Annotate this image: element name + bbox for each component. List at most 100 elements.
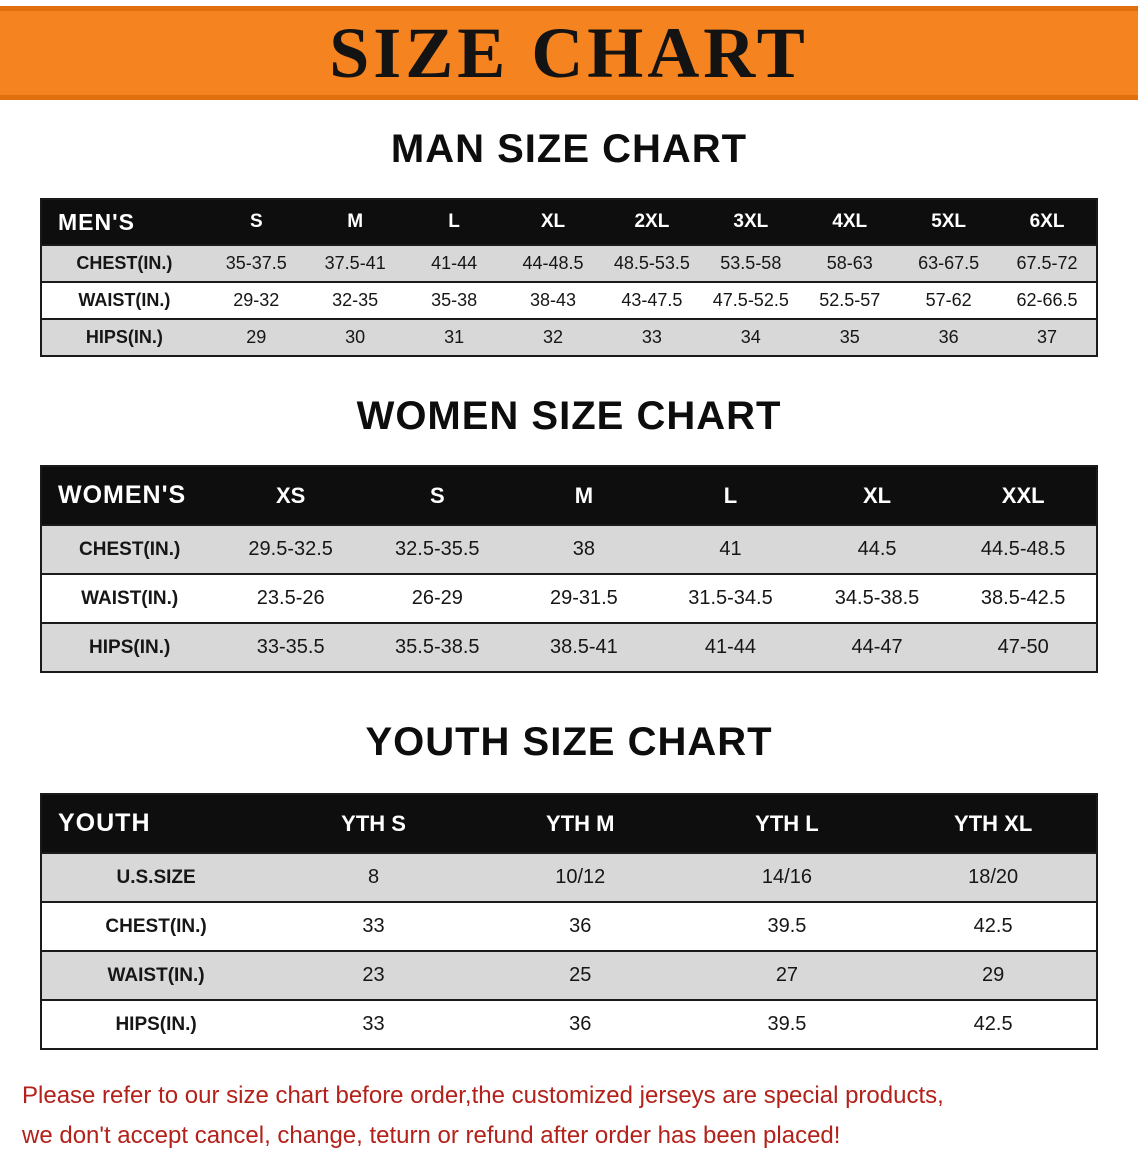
size-value-cell: 33 bbox=[362, 915, 385, 937]
size-value-cell: 36 bbox=[569, 915, 592, 937]
size-column-header: 6XL bbox=[998, 199, 1097, 245]
size-value-cell: 43-47.5 bbox=[621, 290, 683, 310]
man-size-chart-heading: MAN SIZE CHART bbox=[390, 127, 748, 171]
women-size-table-container: WOMEN'S XS S M L XL XXL CHEST(IN.) 29.5-32.5 32.5… bbox=[40, 465, 1098, 673]
size-table: MEN'S S M L XL 2XL 3XL 4XL 5XL 6XL CHEST(IN.) 35-37… bbox=[40, 198, 1098, 357]
size-value-cell: 30 bbox=[345, 327, 366, 347]
size-value-cell: 36 bbox=[938, 327, 959, 347]
size-value-cell: 25 bbox=[569, 964, 592, 986]
size-value-cell: 52.5-57 bbox=[819, 290, 881, 310]
size-value-cell: 18/20 bbox=[968, 866, 1019, 888]
size-value-cell: 57-62 bbox=[925, 290, 972, 310]
size-value-cell: 33 bbox=[362, 1013, 385, 1035]
size-column-header: M bbox=[510, 466, 658, 525]
size-chart-banner: SIZE CHART bbox=[0, 6, 1138, 100]
row-label: CHEST(IN.) bbox=[105, 915, 207, 937]
order-policy-note: Please refer to our size chart before or… bbox=[0, 1076, 1138, 1156]
size-column-header: YTH S bbox=[270, 794, 477, 853]
size-value-cell: 29 bbox=[246, 327, 267, 347]
size-table: WOMEN'S XS S M L XL XXL CHEST(IN.) 29.5-32.5 32.5… bbox=[40, 465, 1098, 673]
table-row: HIPS(IN.) 33-35.5 35.5-38.5 38.5-41 41-44 44-… bbox=[41, 623, 1097, 672]
size-value-cell: 38.5-41 bbox=[549, 636, 618, 658]
size-value-cell: 58-63 bbox=[826, 253, 873, 273]
size-value-cell: 62-66.5 bbox=[1016, 290, 1078, 310]
size-value-cell: 39.5 bbox=[767, 1013, 807, 1035]
table-corner-label: MEN'S bbox=[41, 199, 207, 245]
size-value-cell: 42.5 bbox=[973, 1013, 1013, 1035]
size-value-cell: 29 bbox=[982, 964, 1005, 986]
size-value-cell: 10/12 bbox=[555, 866, 606, 888]
size-value-cell: 42.5 bbox=[973, 915, 1013, 937]
size-value-cell: 38 bbox=[572, 538, 595, 560]
size-value-cell: 33 bbox=[641, 327, 662, 347]
size-value-cell: 63-67.5 bbox=[918, 253, 980, 273]
size-value-cell: 26-29 bbox=[411, 587, 463, 609]
size-column-header: XXL bbox=[950, 466, 1097, 525]
table-corner-label: YOUTH bbox=[41, 794, 271, 853]
women-size-chart-section: WOMEN SIZE CHART WOMEN'S XS S M L XL XXL CHEST(… bbox=[0, 393, 1138, 673]
size-column-header: M bbox=[305, 199, 405, 245]
row-label: HIPS(IN.) bbox=[85, 327, 163, 347]
table-row: U.S.SIZE 8 10/12 14/16 18/20 bbox=[41, 853, 1097, 902]
row-label: WAIST(IN.) bbox=[107, 964, 205, 986]
order-policy-line-1: Please refer to our size chart before or… bbox=[22, 1082, 944, 1109]
size-value-cell: 31 bbox=[444, 327, 465, 347]
table-header-row: WOMEN'S XS S M L XL XXL bbox=[41, 466, 1097, 525]
row-label: CHEST(IN.) bbox=[76, 253, 173, 273]
size-value-cell: 41 bbox=[719, 538, 742, 560]
size-column-header: S bbox=[363, 466, 511, 525]
youth-size-chart-heading: YOUTH SIZE CHART bbox=[365, 720, 773, 764]
size-value-cell: 27 bbox=[775, 964, 799, 986]
table-row: CHEST(IN.) 33 36 39.5 42.5 bbox=[41, 902, 1097, 951]
size-value-cell: 39.5 bbox=[767, 915, 807, 937]
size-value-cell: 44-48.5 bbox=[522, 253, 584, 273]
size-value-cell: 14/16 bbox=[761, 866, 812, 888]
size-value-cell: 41-44 bbox=[431, 253, 478, 273]
table-corner-label: WOMEN'S bbox=[41, 466, 218, 525]
row-label: HIPS(IN.) bbox=[115, 1013, 197, 1035]
size-value-cell: 35.5-38.5 bbox=[395, 636, 480, 658]
table-row: WAIST(IN.) 23.5-26 26-29 29-31.5 31.5-34.5 34… bbox=[41, 574, 1097, 623]
size-column-header: YTH XL bbox=[890, 794, 1097, 853]
size-column-header: XL bbox=[503, 199, 603, 245]
row-label: HIPS(IN.) bbox=[89, 636, 171, 658]
table-row: CHEST(IN.) 35-37.5 37.5-41 41-44 44-48.5 48.5… bbox=[41, 245, 1097, 282]
size-value-cell: 32-35 bbox=[332, 290, 379, 310]
size-value-cell: 44.5 bbox=[857, 538, 897, 560]
men-size-table-container: MEN'S S M L XL 2XL 3XL 4XL 5XL 6XL CHEST(IN.) 35-37… bbox=[40, 198, 1098, 357]
size-value-cell: 47.5-52.5 bbox=[712, 290, 789, 310]
size-column-header: 5XL bbox=[899, 199, 999, 245]
order-policy-line-2: we don't accept cancel, change, teturn o… bbox=[22, 1122, 841, 1149]
size-value-cell: 44-47 bbox=[851, 636, 903, 658]
size-value-cell: 47-50 bbox=[997, 636, 1049, 658]
size-column-header: L bbox=[657, 466, 804, 525]
size-value-cell: 36 bbox=[569, 1013, 592, 1035]
row-label: U.S.SIZE bbox=[116, 866, 196, 888]
size-value-cell: 29-31.5 bbox=[549, 587, 618, 609]
banner-title: SIZE CHART bbox=[329, 13, 809, 93]
row-label: WAIST(IN.) bbox=[78, 290, 171, 310]
size-value-cell: 29.5-32.5 bbox=[248, 538, 333, 560]
size-column-header: 2XL bbox=[602, 199, 702, 245]
man-size-chart-section: MAN SIZE CHART MEN'S S M L XL 2XL 3XL 4XL 5XL 6XL… bbox=[0, 126, 1138, 357]
size-value-cell: 35-37.5 bbox=[225, 253, 287, 273]
women-size-chart-heading: WOMEN SIZE CHART bbox=[356, 394, 782, 438]
table-row: CHEST(IN.) 29.5-32.5 32.5-35.5 38 41 44.5 44.5… bbox=[41, 525, 1097, 574]
size-value-cell: 37.5-41 bbox=[324, 253, 386, 273]
size-column-header: YTH L bbox=[683, 794, 891, 853]
size-column-header: XS bbox=[217, 466, 364, 525]
table-row: HIPS(IN.) 29 30 31 32 33 34 35 36 37 bbox=[41, 319, 1097, 356]
size-value-cell: 35 bbox=[839, 327, 860, 347]
size-table: YOUTH YTH S YTH M YTH L YTH XL U.S.SIZE 8 10/12… bbox=[40, 793, 1098, 1050]
size-value-cell: 23.5-26 bbox=[256, 587, 325, 609]
size-value-cell: 48.5-53.5 bbox=[613, 253, 690, 273]
size-value-cell: 32.5-35.5 bbox=[395, 538, 480, 560]
size-column-header: XL bbox=[803, 466, 951, 525]
size-value-cell: 32 bbox=[542, 327, 564, 347]
size-value-cell: 34.5-38.5 bbox=[834, 587, 920, 609]
size-value-cell: 53.5-58 bbox=[720, 253, 782, 273]
size-value-cell: 31.5-34.5 bbox=[688, 587, 773, 609]
row-label: WAIST(IN.) bbox=[81, 587, 179, 609]
size-value-cell: 38.5-42.5 bbox=[980, 587, 1066, 609]
row-label: CHEST(IN.) bbox=[79, 538, 181, 560]
